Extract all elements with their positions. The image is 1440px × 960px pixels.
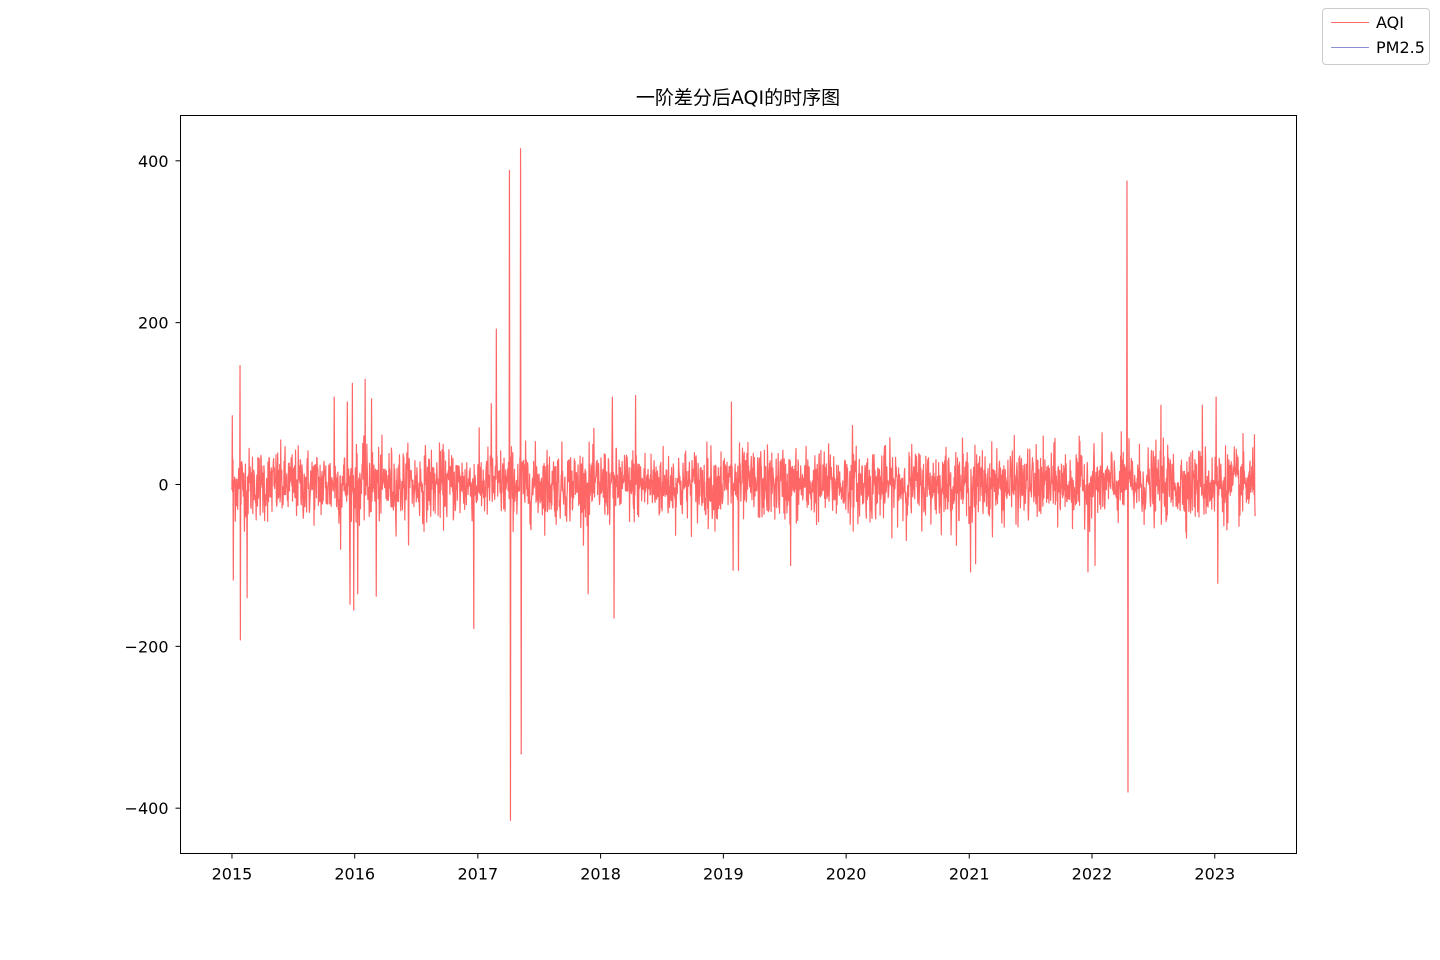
chart-title: 一阶差分后AQI的时序图 [636,87,840,109]
x-tick-label: 2021 [949,865,990,884]
x-tick-label: 2016 [334,865,375,884]
legend: AQI PM2.5 [1322,8,1430,65]
x-tick-label: 2019 [703,865,744,884]
x-tick-label: 2020 [826,865,867,884]
legend-swatch-aqi [1331,22,1369,23]
y-axis: 400 200 0 −200 −400 [125,152,181,818]
legend-swatch-pm25 [1331,47,1369,48]
x-tick-label: 2023 [1194,865,1235,884]
legend-label-aqi: AQI [1376,13,1404,32]
legend-label-pm25: PM2.5 [1376,38,1425,57]
y-tick-label: 0 [158,476,168,495]
x-tick-label: 2018 [580,865,621,884]
series-line-aqi [231,148,1256,821]
legend-item-aqi: AQI [1331,12,1427,34]
legend-item-pm25: PM2.5 [1331,37,1427,59]
x-axis: 2015 2016 2017 2018 2019 2020 2021 2022 2023 [212,853,1235,884]
plot-area [180,115,1297,854]
series-layer [231,148,1256,821]
y-tick-label: 200 [138,314,169,333]
y-tick-label: 400 [138,152,169,171]
y-tick-label: −200 [125,637,169,656]
x-tick-label: 2022 [1072,865,1113,884]
x-tick-label: 2017 [457,865,498,884]
y-tick-label: −400 [125,799,169,818]
x-tick-label: 2015 [212,865,253,884]
